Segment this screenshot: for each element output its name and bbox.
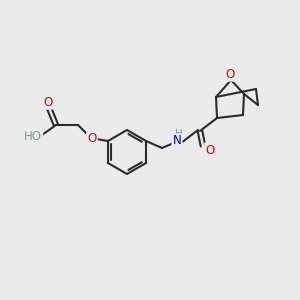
Text: O: O bbox=[206, 143, 214, 157]
Text: O: O bbox=[87, 133, 97, 146]
Text: H: H bbox=[175, 129, 183, 139]
Text: HO: HO bbox=[24, 130, 42, 143]
Text: N: N bbox=[172, 134, 182, 148]
Text: O: O bbox=[225, 68, 235, 80]
Text: O: O bbox=[44, 95, 52, 109]
